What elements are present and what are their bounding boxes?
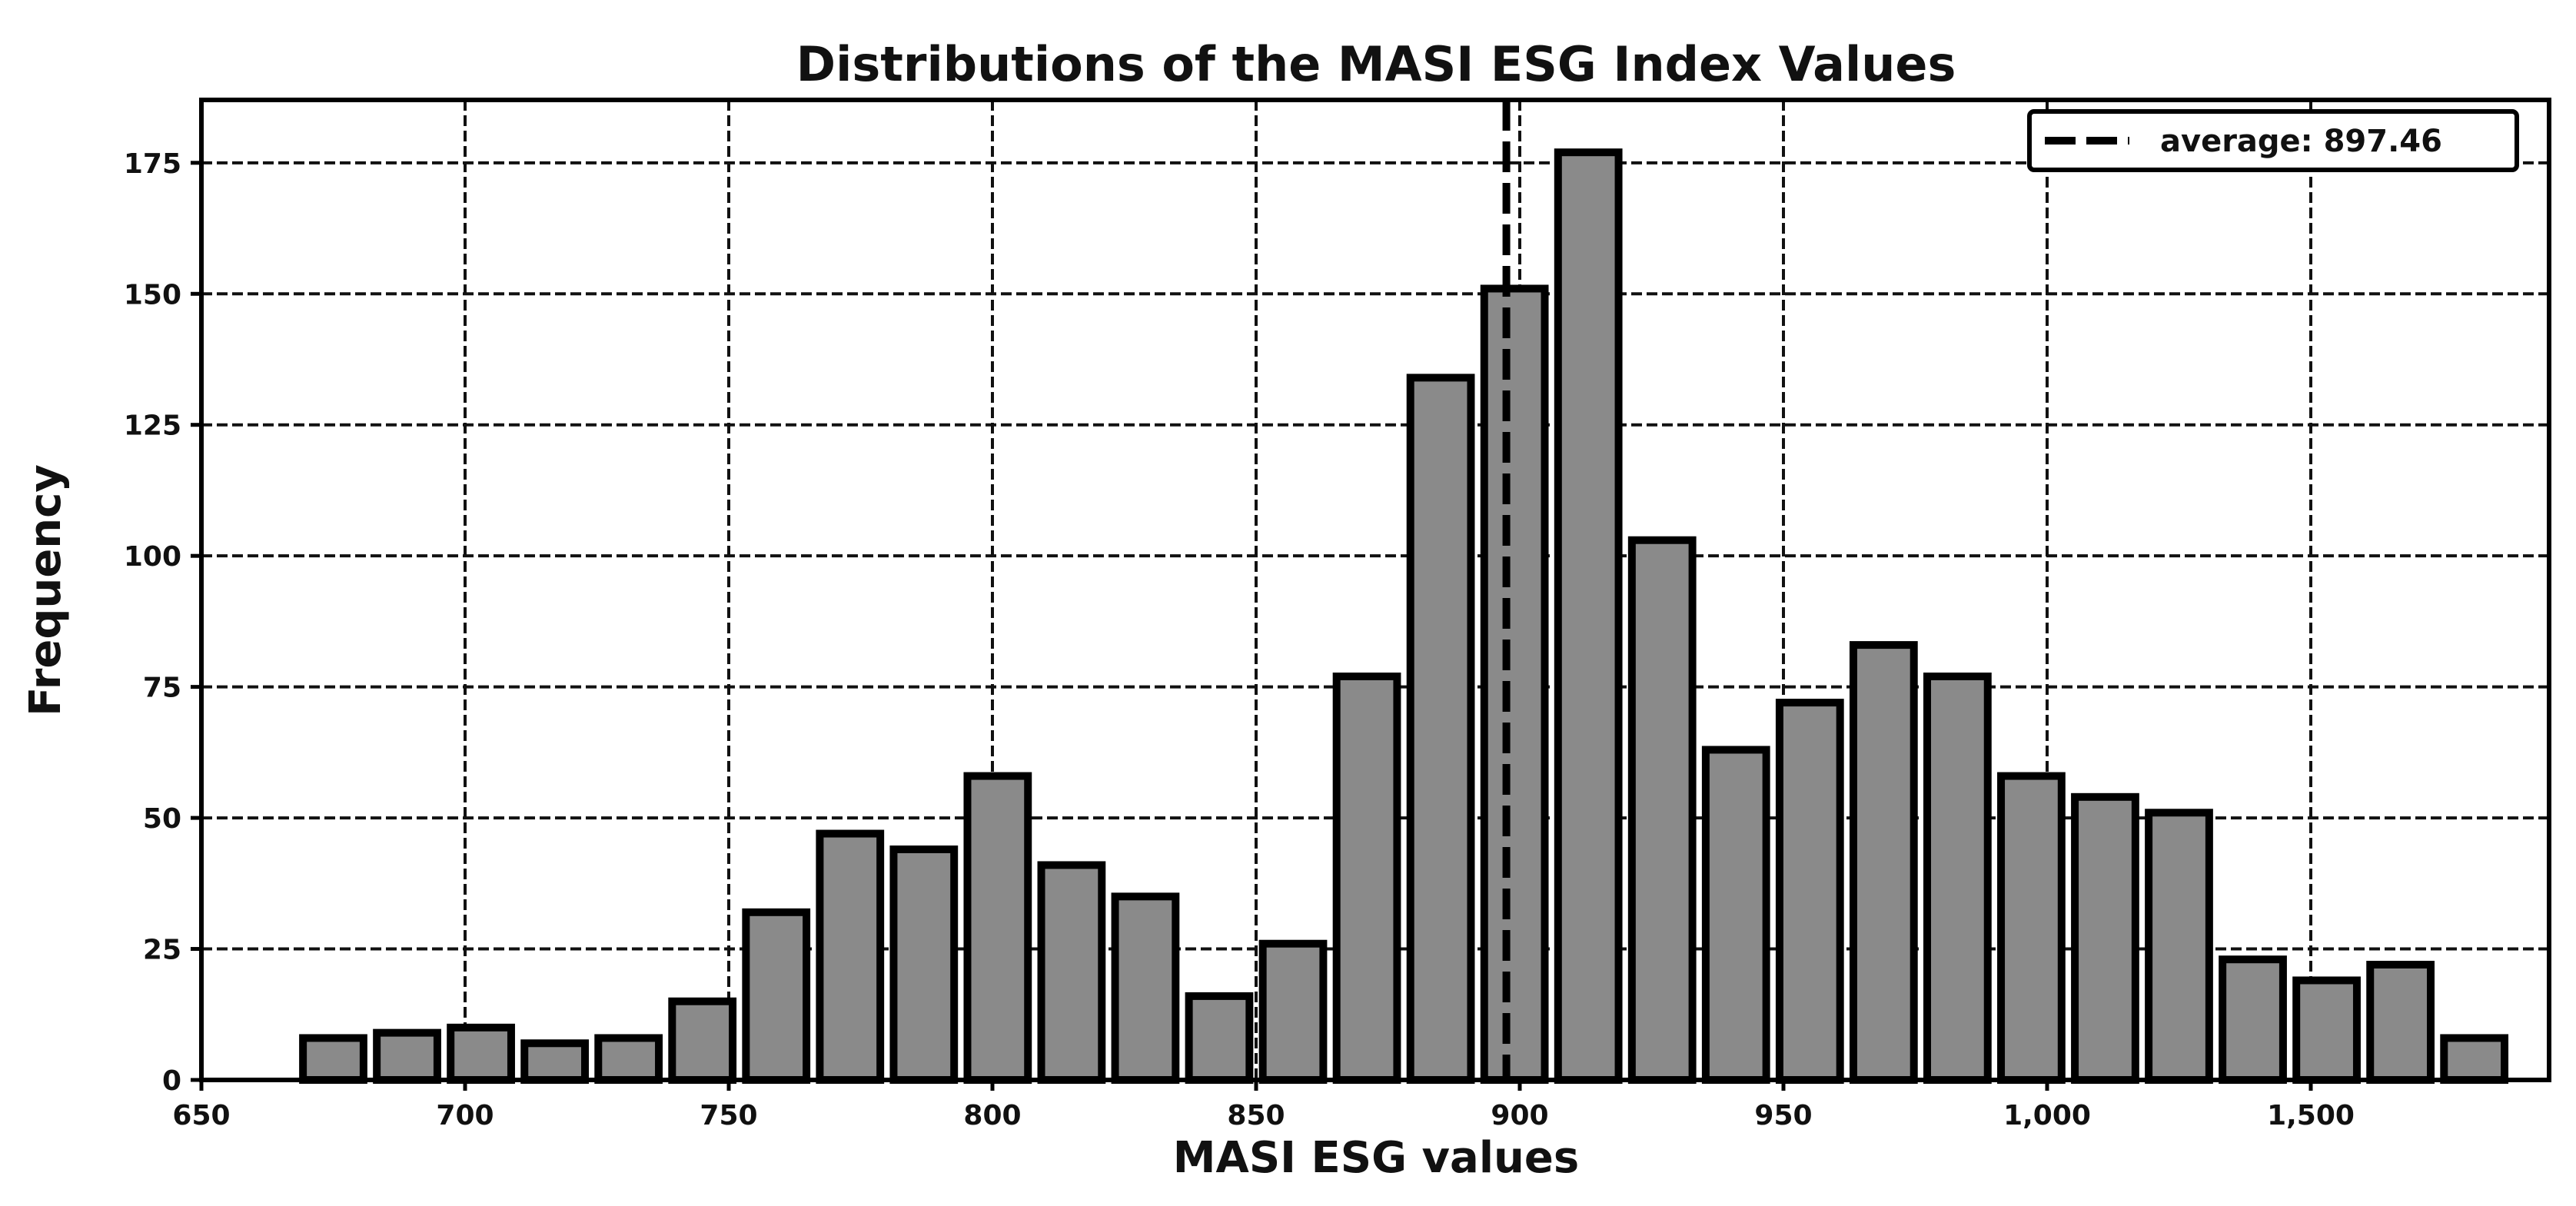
y-axis-label: Frequency <box>21 464 71 716</box>
histogram-bar <box>2145 809 2213 1084</box>
histogram-bar <box>1775 699 1844 1084</box>
histogram-bar <box>2366 961 2435 1084</box>
legend-average-label: average: 897.46 <box>2160 124 2442 159</box>
histogram-bar <box>1701 746 1770 1084</box>
histogram-bar <box>963 772 1032 1085</box>
x-tick-label: 900 <box>1491 1100 1548 1131</box>
histogram-bar <box>1332 673 1401 1084</box>
histogram-bar <box>447 1023 515 1085</box>
histogram-bar <box>668 997 737 1085</box>
histogram-bar <box>520 1039 589 1084</box>
x-tick-label: 1,500 <box>2267 1100 2355 1131</box>
histogram-bar <box>1480 284 1549 1084</box>
x-tick-label: 800 <box>963 1100 1021 1131</box>
y-tick-label: 0 <box>162 1065 181 1097</box>
x-tick-label: 1,000 <box>2003 1100 2091 1131</box>
histogram-bar <box>2219 955 2287 1084</box>
histogram-bar <box>299 1034 367 1085</box>
x-tick-label: 750 <box>700 1100 757 1131</box>
histogram-bar <box>742 908 811 1085</box>
x-tick-label: 950 <box>1754 1100 1812 1131</box>
histogram-bar <box>1997 772 2066 1085</box>
x-axis-label: MASI ESG values <box>1173 1133 1579 1183</box>
y-tick-label: 125 <box>124 410 181 442</box>
histogram-bar <box>1849 641 1918 1084</box>
histogram-bar <box>1923 673 1992 1084</box>
histogram-bar <box>373 1028 441 1084</box>
histogram-bar <box>2440 1034 2509 1085</box>
y-axis-ticks: 0 25 50 75 100 125 150 175 <box>124 148 201 1097</box>
x-tick-label: 850 <box>1227 1100 1285 1131</box>
plot-frame <box>199 98 2551 1082</box>
x-tick-label: 700 <box>436 1100 494 1131</box>
chart-title: Distributions of the MASI ESG Index Valu… <box>796 36 1956 92</box>
histogram-bar <box>1406 374 1475 1084</box>
histogram-bar <box>2292 976 2361 1085</box>
y-tick-label: 75 <box>143 673 181 704</box>
legend: average: 897.46 <box>2027 109 2519 172</box>
histogram-bars <box>299 148 2509 1085</box>
histogram-bar <box>1258 939 1328 1085</box>
y-tick-label: 150 <box>124 279 181 311</box>
y-tick-label: 175 <box>124 148 181 180</box>
y-tick-label: 100 <box>124 541 181 573</box>
y-tick-label: 50 <box>143 803 181 835</box>
x-tick-label: 650 <box>172 1100 230 1131</box>
histogram-bar <box>889 846 959 1084</box>
x-axis-ticks: 650 700 750 800 850 900 950 1,000 1,500 <box>172 1080 2355 1131</box>
histogram-bar <box>1627 536 1697 1084</box>
histogram-bar <box>1554 148 1623 1085</box>
histogram-bar <box>2071 792 2139 1085</box>
legend-box <box>2027 109 2519 172</box>
histogram-bar <box>1111 892 1180 1085</box>
y-tick-label: 25 <box>143 935 181 966</box>
histogram-bar <box>1037 861 1106 1085</box>
histogram-bar <box>816 829 885 1084</box>
histogram-bar <box>1185 992 1254 1084</box>
histogram-bar <box>594 1034 663 1085</box>
